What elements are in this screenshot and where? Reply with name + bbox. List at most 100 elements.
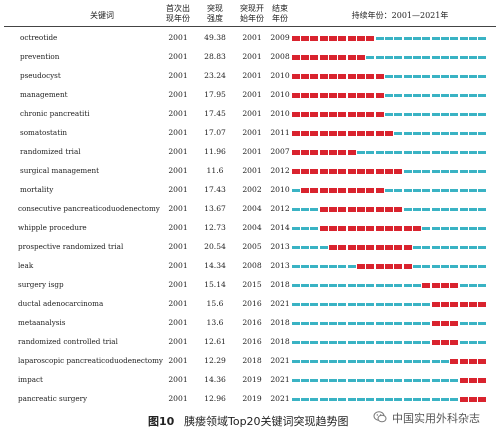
header-strength: 突现 强度 — [197, 4, 233, 24]
year-segment — [440, 265, 450, 268]
table-row: laparoscopic pancreaticoduodenectomy 2001… — [0, 353, 500, 372]
year-segment — [478, 189, 487, 192]
first-year-value: 2001 — [168, 71, 188, 80]
year-segment — [440, 227, 450, 230]
burst-start-value: 2001 — [242, 33, 262, 42]
burst-year-segment — [356, 188, 366, 193]
caption-label: 图10 — [148, 415, 175, 428]
burst-year-segment — [478, 359, 487, 364]
year-segment — [450, 189, 459, 192]
burst-start-value: 2004 — [242, 204, 262, 213]
caption-text: 胰瘘领域Top20关键词突现趋势图 — [184, 415, 349, 428]
year-segment — [394, 132, 403, 135]
burst-year-segment — [347, 55, 356, 60]
watermark: 中国实用外科杂志 — [392, 412, 480, 425]
year-segment — [440, 379, 450, 382]
year-segment — [375, 284, 384, 287]
year-segment — [478, 246, 487, 249]
year-segment — [412, 132, 422, 135]
table-row: consecutive pancreaticoduodenectomy 2001 1… — [0, 201, 500, 220]
year-segment — [375, 322, 384, 325]
year-segment — [422, 113, 431, 116]
table-row: management 2001 17.95 2001 2010 — [0, 87, 500, 106]
year-segment — [431, 398, 440, 401]
first-year-value: 2001 — [168, 299, 188, 308]
year-segment — [440, 208, 450, 211]
year-segment — [356, 303, 366, 306]
strength-value: 15.6 — [206, 299, 224, 308]
burst-year-segment — [300, 112, 310, 117]
burst-year-segment — [338, 74, 347, 79]
year-segment — [310, 341, 319, 344]
burst-start-value: 2015 — [242, 280, 262, 289]
year-segment — [422, 246, 431, 249]
burst-year-segment — [300, 169, 310, 174]
burst-year-segment — [394, 207, 403, 212]
year-segment — [468, 113, 478, 116]
year-segment — [366, 322, 375, 325]
burst-year-segment — [403, 245, 412, 250]
year-segment — [291, 341, 300, 344]
burst-year-segment — [347, 74, 356, 79]
strength-value: 17.43 — [204, 185, 226, 194]
year-segment — [300, 265, 310, 268]
burst-year-segment — [347, 169, 356, 174]
year-segment — [319, 246, 328, 249]
year-segment — [375, 37, 384, 40]
burst-end-value: 2018 — [270, 280, 290, 289]
year-segment — [347, 322, 356, 325]
burst-year-segment — [459, 397, 468, 402]
year-segment — [412, 360, 422, 363]
burst-year-segment — [347, 131, 356, 136]
year-segment — [478, 75, 487, 78]
burst-year-segment — [375, 74, 384, 79]
keyword-label: metaanalysis — [18, 318, 66, 327]
burst-year-segment — [310, 112, 319, 117]
year-segment — [431, 360, 440, 363]
strength-value: 17.95 — [204, 90, 226, 99]
burst-end-value: 2021 — [270, 375, 290, 384]
table-row: surgical management 2001 11.6 2001 2012 — [0, 163, 500, 182]
burst-year-segment — [375, 93, 384, 98]
year-segment — [300, 246, 310, 249]
year-segment — [375, 56, 384, 59]
year-segment — [394, 189, 403, 192]
year-segment — [468, 151, 478, 154]
year-segment — [366, 303, 375, 306]
burst-year-segment — [300, 188, 310, 193]
burst-year-segment — [319, 93, 328, 98]
year-segment — [384, 189, 394, 192]
year-segment — [403, 208, 412, 211]
year-segment — [394, 94, 403, 97]
header-burst-end: 结束 年份 — [264, 4, 296, 24]
year-segment — [291, 208, 300, 211]
year-segment — [468, 75, 478, 78]
burst-year-segment — [356, 112, 366, 117]
burst-year-segment — [356, 74, 366, 79]
burst-year-segment — [478, 397, 487, 402]
burst-end-value: 2011 — [270, 128, 290, 137]
burst-end-value: 2021 — [270, 356, 290, 365]
year-segment — [422, 132, 431, 135]
year-segment — [394, 360, 403, 363]
year-segment — [403, 132, 412, 135]
burst-start-value: 2016 — [242, 318, 262, 327]
first-year-value: 2001 — [168, 147, 188, 156]
keyword-label: pseudocyst — [20, 71, 61, 80]
burst-year-segment — [468, 378, 478, 383]
burst-year-segment — [384, 264, 394, 269]
year-segment — [300, 341, 310, 344]
burst-year-segment — [347, 207, 356, 212]
year-segment — [412, 189, 422, 192]
year-segment — [366, 398, 375, 401]
year-segment — [478, 227, 487, 230]
burst-year-segment — [319, 188, 328, 193]
burst-year-segment — [310, 188, 319, 193]
first-year-value: 2001 — [168, 90, 188, 99]
keyword-label: leak — [18, 261, 34, 270]
burst-year-segment — [328, 93, 338, 98]
year-segment — [440, 75, 450, 78]
burst-year-segment — [319, 150, 328, 155]
burst-start-value: 2001 — [242, 128, 262, 137]
burst-year-segment — [356, 245, 366, 250]
